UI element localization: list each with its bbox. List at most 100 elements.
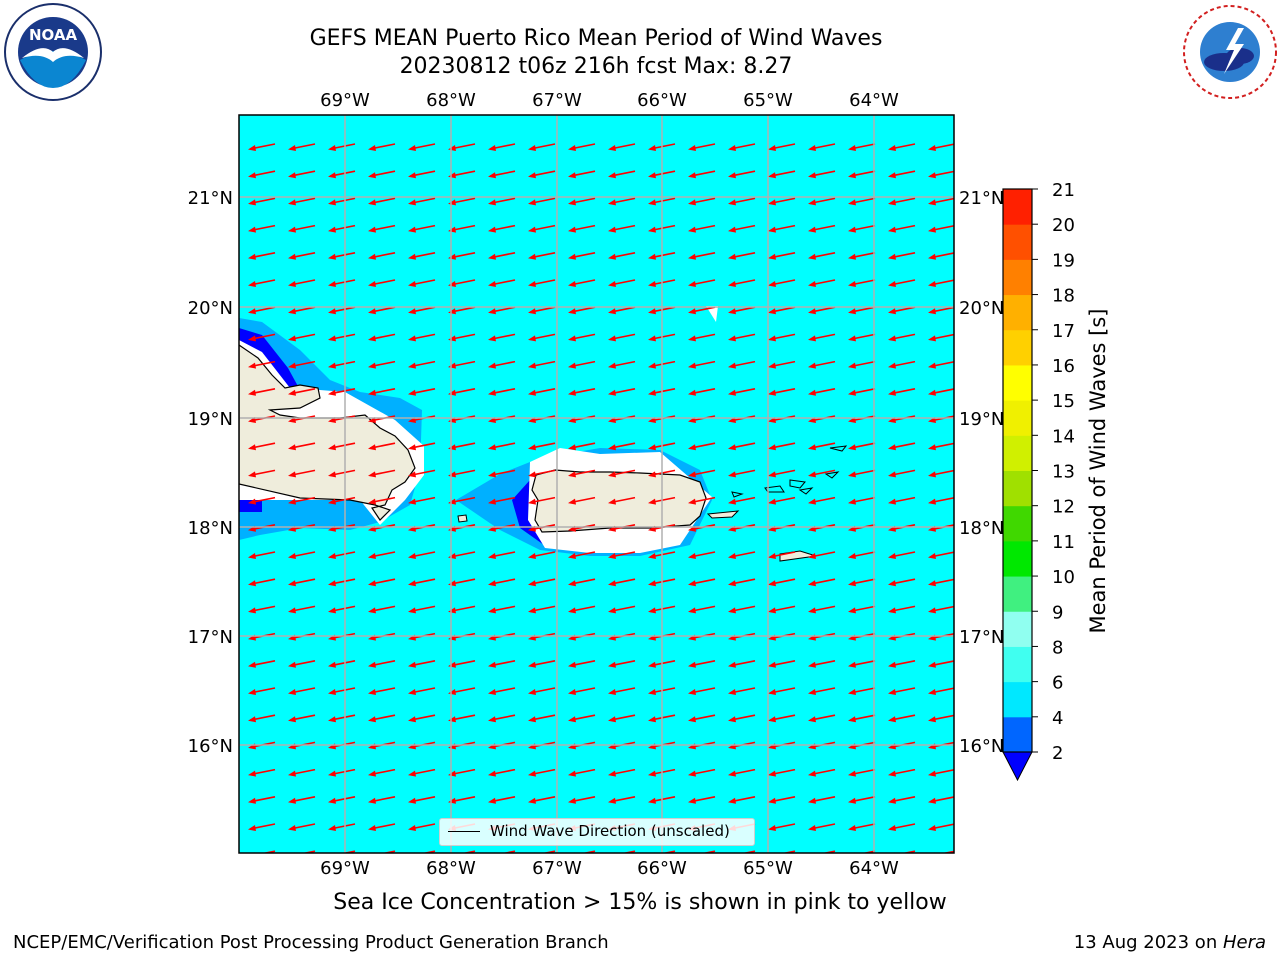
lon-label: 69°W: [320, 858, 370, 879]
wind-wave-arrow: [888, 660, 916, 668]
wind-wave-arrow: [288, 796, 316, 804]
wind-wave-arrow: [568, 333, 596, 342]
wind-wave-arrow: [848, 143, 876, 151]
wind-wave-arrow: [528, 796, 556, 804]
colorbar-tick-label: 10: [1052, 567, 1075, 588]
wind-wave-arrow: [848, 170, 876, 179]
wind-wave-arrow: [608, 605, 636, 614]
wind-wave-arrow: [448, 143, 476, 151]
wind-wave-arrow: [928, 279, 954, 287]
wind-wave-arrow: [248, 279, 276, 287]
wind-wave-arrow: [488, 687, 516, 695]
wind-wave-arrow: [688, 388, 716, 396]
colorbar-segment: [1003, 646, 1032, 683]
wind-wave-arrow: [368, 333, 396, 342]
wind-wave-arrow: [448, 388, 476, 396]
wind-wave-arrow: [568, 578, 596, 587]
wind-wave-arrow: [888, 197, 916, 206]
wind-wave-arrow: [288, 333, 316, 342]
lon-label: 66°W: [637, 858, 687, 879]
wind-wave-arrow: [368, 252, 396, 260]
wind-wave-arrow: [768, 714, 796, 723]
wind-wave-arrow: [528, 660, 556, 668]
wind-wave-arrow: [928, 878, 955, 885]
lon-label: 67°W: [532, 858, 582, 879]
virgin-islands: [731, 445, 848, 498]
wind-wave-arrow: [248, 796, 276, 804]
wind-wave-arrow: [368, 660, 396, 668]
wind-wave-arrow: [808, 224, 836, 233]
colorbar-tick-label: 19: [1052, 250, 1075, 271]
colorbar-label: Mean Period of Wind Waves [s]: [1086, 308, 1110, 634]
credit-left: NCEP/EMC/Verification Post Processing Pr…: [13, 932, 609, 953]
wind-wave-arrow: [808, 360, 836, 369]
wind-wave-arrow: [288, 442, 316, 451]
lat-label: 21°N: [188, 188, 233, 209]
wind-wave-arrow: [768, 360, 796, 369]
wind-wave-arrow: [528, 768, 556, 777]
colorbar-segment: [1003, 540, 1032, 577]
wind-wave-arrow: [288, 605, 316, 614]
wind-wave-arrow: [888, 605, 916, 614]
wind-wave-arrow: [768, 388, 796, 396]
wind-wave-arrow: [728, 605, 756, 614]
mona-island: [457, 514, 468, 523]
wind-wave-arrow: [928, 578, 954, 587]
wind-wave-arrow: [688, 578, 716, 587]
wind-wave-arrow: [768, 605, 796, 614]
wind-wave-arrow: [928, 605, 954, 614]
wind-wave-arrow: [608, 469, 636, 478]
wind-wave-arrow: [528, 306, 556, 315]
wind-wave-arrow: [368, 143, 396, 151]
wind-wave-arrow: [608, 442, 636, 451]
wind-wave-arrow: [888, 714, 916, 723]
wind-wave-arrow: [248, 224, 276, 233]
wind-wave-arrow: [688, 714, 716, 723]
wind-wave-arrow: [448, 714, 476, 723]
wind-wave-arrow: [728, 252, 756, 260]
wind-wave-arrow: [288, 224, 316, 233]
wind-wave-arrow: [408, 279, 436, 287]
wind-wave-arrow: [888, 578, 916, 587]
wind-wave-arrow: [448, 605, 476, 614]
wind-wave-arrow: [408, 578, 436, 587]
deep-zone-hispaniola: [239, 328, 300, 512]
colorbar-segment: [1003, 681, 1032, 718]
wind-wave-arrow: [328, 796, 356, 804]
wind-wave-arrow: [488, 360, 516, 369]
wind-wave-arrow: [808, 796, 836, 804]
wind-wave-arrow: [328, 252, 356, 260]
wind-wave-arrow: [368, 714, 396, 723]
wind-wave-arrow: [488, 496, 516, 505]
wind-wave-arrow: [368, 360, 396, 369]
wind-wave-arrow: [928, 660, 954, 668]
wind-wave-arrow: [488, 279, 516, 287]
wind-wave-arrow: [808, 551, 836, 559]
wind-wave-arrow: [568, 687, 596, 695]
wind-wave-arrow: [768, 224, 796, 233]
wind-wave-arrow: [848, 578, 876, 587]
wind-wave-arrow: [768, 279, 796, 287]
wind-wave-arrow: [568, 605, 596, 614]
wind-wave-arrow: [728, 714, 756, 723]
colorbar-segment: [1003, 329, 1032, 366]
wind-wave-arrow: [448, 279, 476, 287]
wind-wave-arrow: [408, 551, 436, 559]
wind-wave-arrow: [768, 333, 796, 342]
wind-wave-arrow: [488, 660, 516, 668]
wind-wave-arrow: [528, 197, 556, 206]
lat-label: 19°N: [188, 409, 233, 430]
wind-wave-arrow: [728, 388, 756, 396]
wind-wave-arrow: [248, 442, 276, 451]
wind-wave-arrow: [248, 197, 276, 206]
wind-wave-arrow: [848, 306, 876, 315]
lon-label: 65°W: [743, 858, 793, 879]
wind-wave-arrow: [248, 605, 276, 614]
wind-wave-arrow: [368, 469, 396, 478]
wind-wave-arrow: [488, 578, 516, 587]
wind-wave-arrow: [368, 170, 396, 179]
wind-wave-arrow: [328, 768, 356, 777]
colorbar-extend-arrow: [1002, 751, 1033, 782]
wind-wave-arrow: [568, 143, 596, 151]
wind-wave-arrow: [928, 252, 954, 260]
